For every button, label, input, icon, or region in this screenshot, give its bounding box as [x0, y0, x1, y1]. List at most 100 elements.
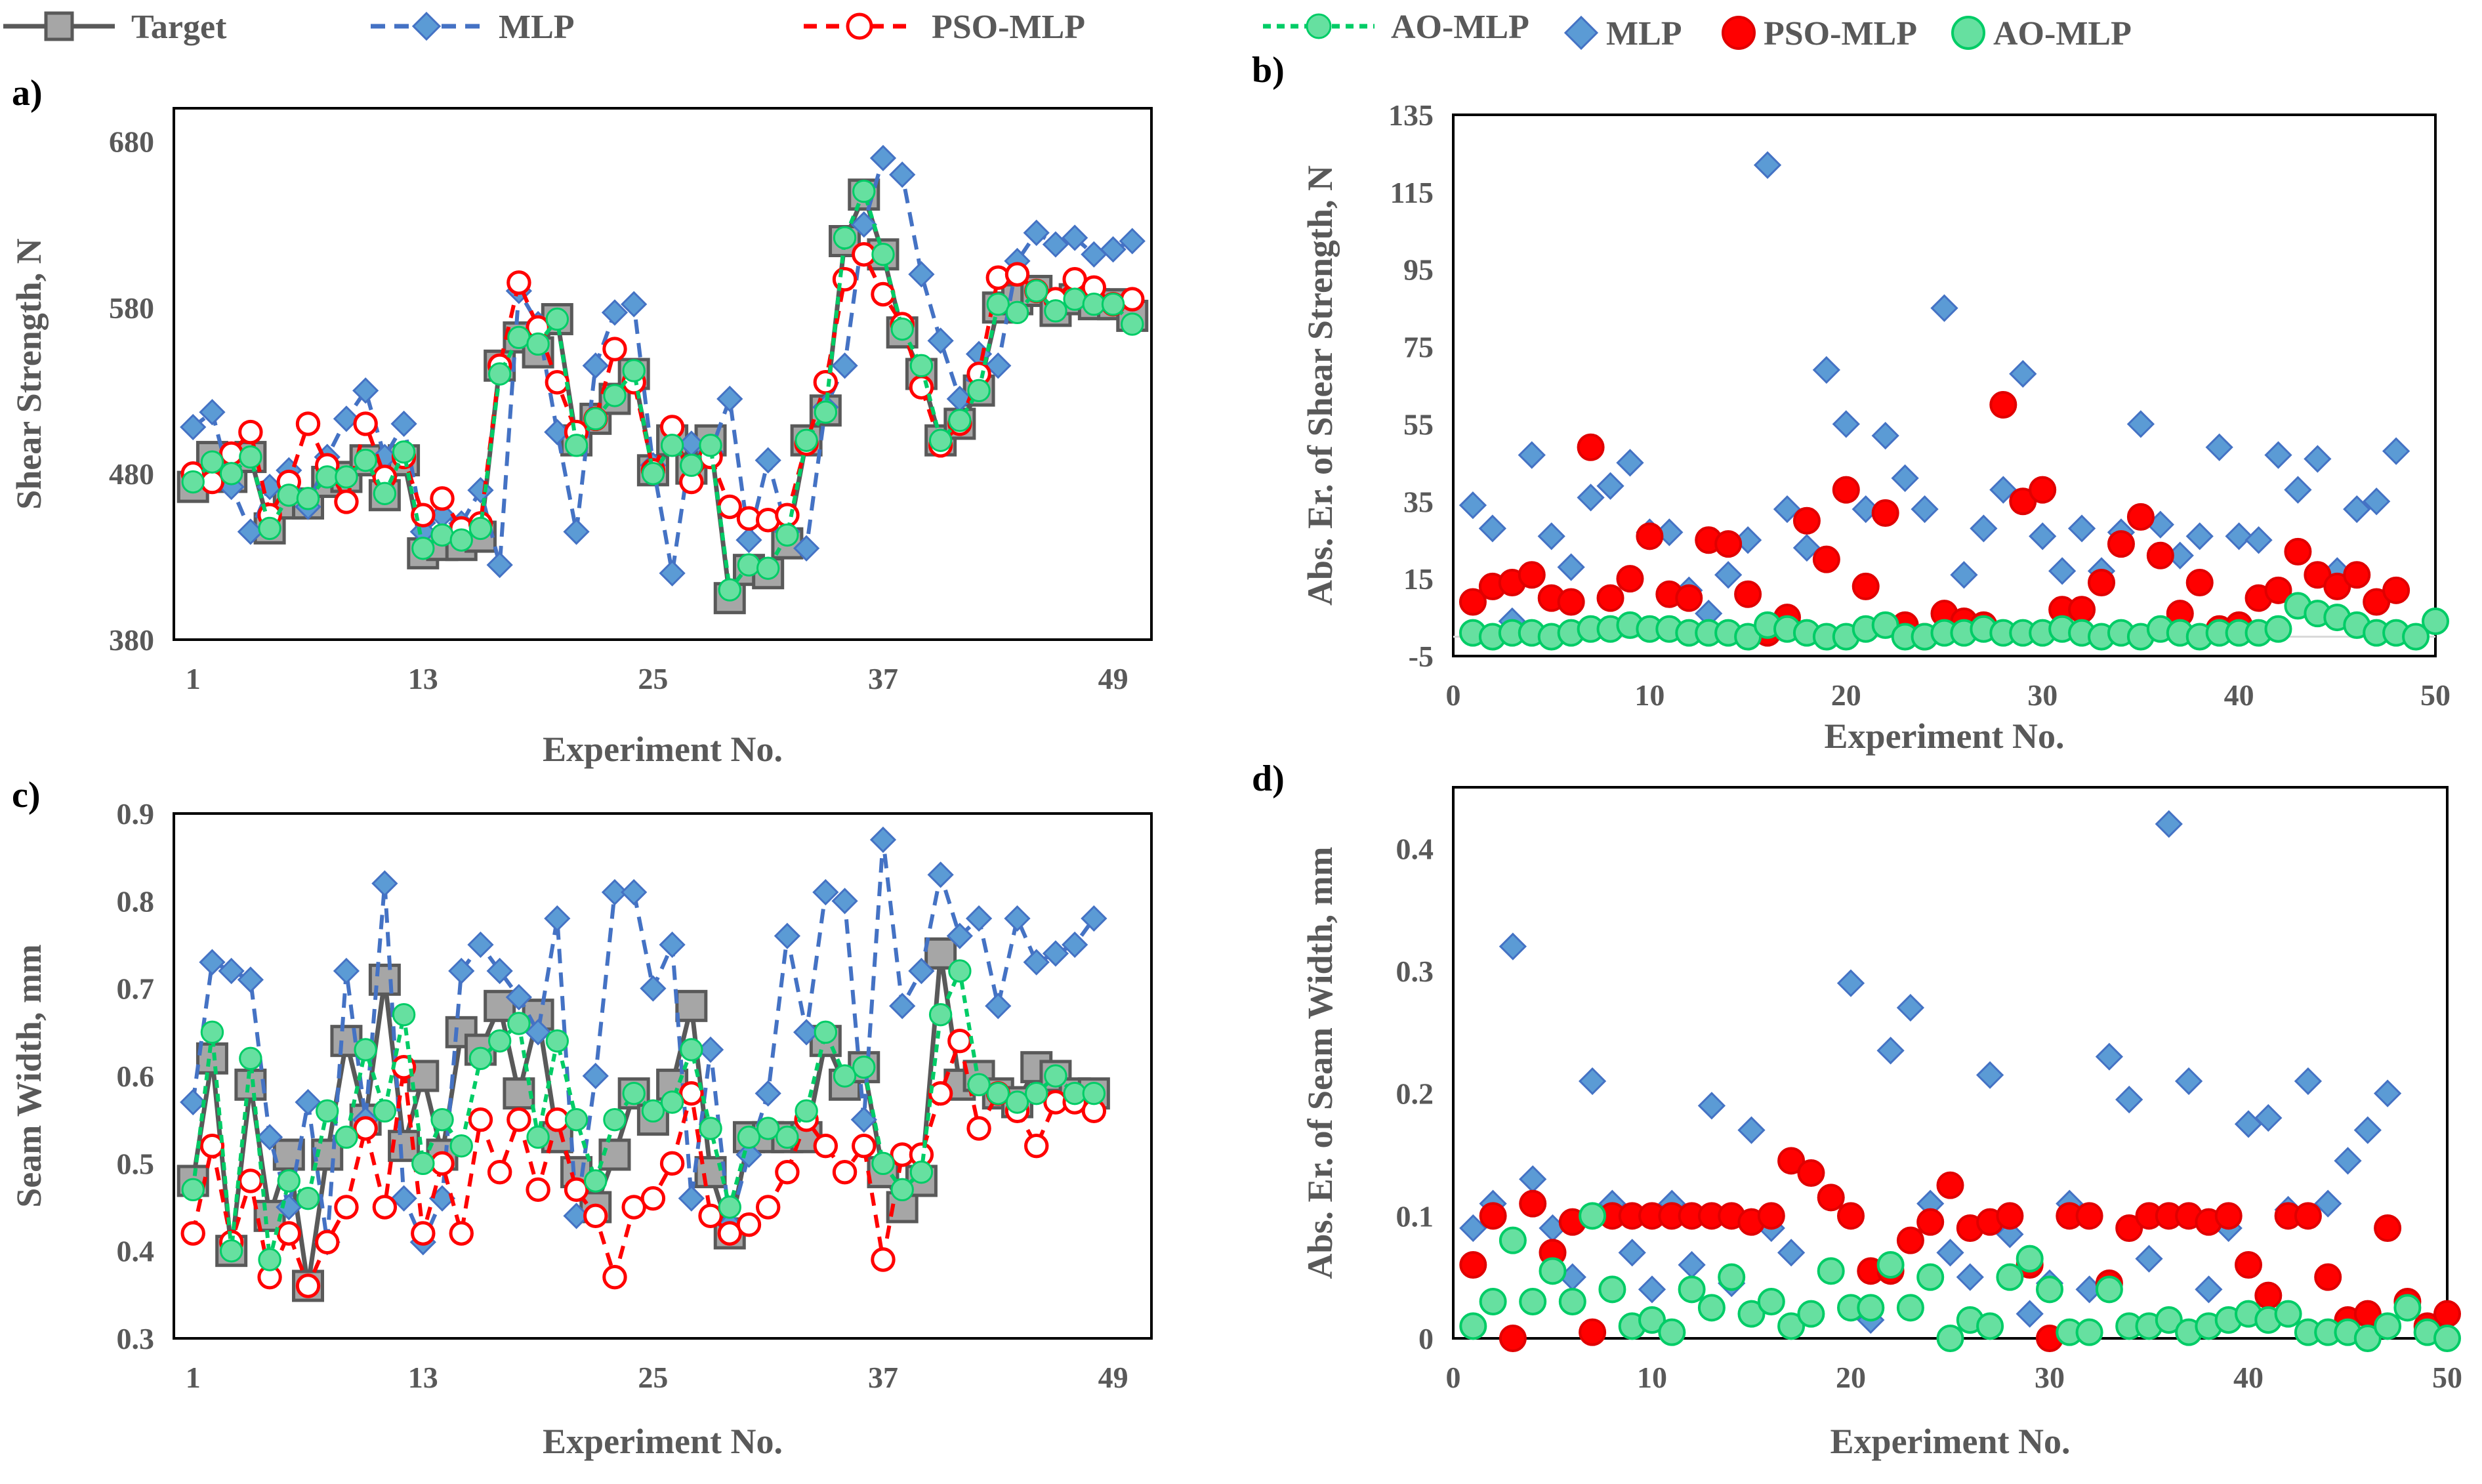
data-point	[296, 487, 320, 510]
data-point	[1539, 1257, 1567, 1285]
data-point	[181, 1178, 205, 1202]
data-point	[487, 362, 512, 386]
data-point	[1956, 1263, 1984, 1291]
data-point	[2374, 1214, 2402, 1242]
data-point	[1911, 495, 1939, 524]
data-point	[1081, 905, 1107, 932]
data-point	[946, 922, 973, 949]
data-point	[2185, 569, 2214, 597]
data-point	[660, 434, 684, 457]
data-point	[524, 1019, 552, 1046]
data-point	[603, 384, 627, 407]
data-point	[544, 905, 571, 932]
panel-label-b: b)	[1252, 50, 1285, 91]
data-point	[258, 516, 281, 541]
legend-marker-pso-mlp	[846, 12, 873, 40]
data-point	[1638, 1306, 1666, 1334]
data-point	[2353, 1116, 2382, 1144]
data-point	[1082, 1081, 1106, 1105]
data-point	[698, 1203, 723, 1229]
data-point	[1044, 1064, 1067, 1088]
x-tick-label: 10	[1634, 678, 1665, 712]
data-point	[315, 1229, 340, 1255]
data-point	[1678, 1275, 1706, 1304]
data-point	[1519, 1288, 1547, 1315]
data-point	[2314, 1189, 2342, 1218]
data-point	[1836, 969, 1865, 997]
data-point	[1062, 224, 1088, 251]
data-point	[449, 1134, 473, 1158]
data-point	[1970, 514, 1998, 543]
data-point	[1479, 1288, 1507, 1315]
data-point	[2343, 561, 2371, 589]
data-point	[237, 966, 264, 993]
data-point	[890, 1178, 914, 1202]
data-point	[1936, 1325, 1964, 1352]
y-tick-label: 55	[1403, 407, 1434, 441]
legend-marker-ao-mlp	[1306, 13, 1332, 39]
y-tick-label: 0.6	[117, 1060, 155, 1093]
legend-label-ao-mlp: AO-MLP	[1391, 9, 1529, 46]
data-point	[468, 1107, 493, 1132]
data-point	[1737, 1116, 1766, 1144]
data-point	[852, 242, 877, 267]
plot-area	[1452, 113, 2437, 657]
y-axis-label: Seam Width, mm	[9, 944, 49, 1208]
x-tick-label: 13	[408, 1361, 438, 1394]
data-point	[1989, 476, 2017, 504]
data-point	[1812, 356, 1840, 384]
data-point	[1950, 561, 1978, 589]
data-point	[2402, 623, 2430, 651]
data-point	[795, 428, 818, 452]
panel-label-c: c)	[12, 775, 41, 815]
data-point	[354, 448, 377, 472]
x-tick-label: 49	[1098, 662, 1128, 695]
y-tick-label: 0.5	[117, 1147, 155, 1180]
data-point	[1024, 1133, 1049, 1159]
data-point	[641, 1099, 665, 1123]
data-point	[1896, 1294, 1924, 1322]
data-point	[680, 453, 703, 477]
data-point	[2214, 1202, 2243, 1230]
data-point	[1458, 491, 1487, 520]
data-point	[468, 516, 493, 541]
data-point	[1896, 1226, 1924, 1254]
data-point	[699, 434, 722, 457]
data-point	[2314, 1263, 2342, 1291]
y-tick-label: 580	[109, 291, 154, 325]
data-point	[583, 1203, 608, 1229]
series-pso-mlp	[1459, 1147, 2461, 1352]
data-point	[755, 447, 781, 474]
data-point	[276, 1221, 301, 1246]
data-point	[1871, 421, 1899, 450]
data-point	[526, 332, 550, 356]
data-point	[1518, 561, 1546, 589]
data-point	[2374, 1312, 2402, 1340]
data-point	[1837, 1202, 1865, 1230]
data-point	[812, 878, 839, 906]
data-point	[487, 1159, 512, 1185]
data-point	[680, 1038, 703, 1061]
data-point	[1537, 522, 1565, 550]
data-point	[947, 1028, 972, 1054]
data-point	[986, 292, 1010, 316]
data-point	[2075, 1202, 2103, 1230]
data-point	[1101, 292, 1125, 316]
data-point	[1042, 940, 1069, 967]
data-point	[1023, 219, 1050, 246]
data-point	[200, 1020, 224, 1044]
data-point	[199, 1133, 225, 1159]
data-point	[603, 1107, 627, 1132]
data-point	[1996, 1202, 2024, 1230]
data-point	[335, 465, 358, 489]
data-point	[2068, 596, 2096, 624]
data-point	[1636, 522, 1664, 550]
data-point	[1557, 588, 1585, 616]
data-point	[2016, 1245, 2044, 1273]
data-point	[1598, 1275, 1626, 1304]
data-point	[1082, 292, 1106, 316]
y-tick-label: 0.8	[117, 884, 155, 918]
data-point	[1004, 262, 1030, 287]
data-point	[927, 861, 954, 888]
data-point	[966, 1116, 991, 1141]
